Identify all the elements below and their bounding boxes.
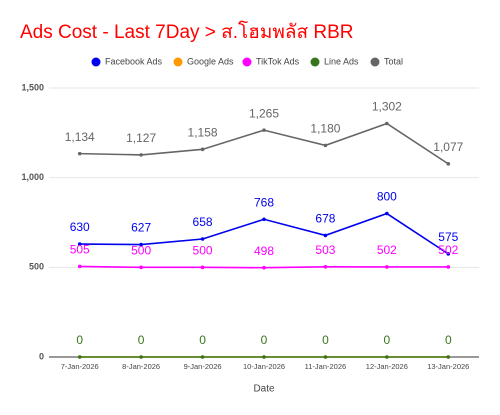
data-label: 1,158	[188, 126, 218, 140]
data-label: 505	[70, 243, 90, 257]
point	[77, 264, 82, 269]
y-tick-label: 500	[29, 262, 44, 272]
point	[139, 153, 143, 157]
data-label: 1,302	[372, 100, 402, 114]
data-label: 0	[76, 333, 83, 347]
point	[200, 147, 205, 152]
data-label: 800	[377, 190, 397, 204]
point	[139, 355, 143, 359]
chart-title: Ads Cost - Last 7Day > ส.โฮมพลัส RBR	[20, 20, 354, 43]
data-label: 575	[438, 230, 458, 244]
legend-label: Line Ads	[324, 56, 359, 66]
legend-marker	[91, 57, 101, 67]
legend-label: TikTok Ads	[256, 56, 300, 66]
data-label: 1,180	[310, 122, 340, 136]
point	[385, 355, 389, 359]
point	[200, 355, 205, 359]
data-label: 1,134	[65, 130, 95, 144]
point	[77, 242, 82, 246]
data-label: 0	[261, 333, 268, 347]
point	[262, 355, 266, 359]
point	[323, 233, 328, 238]
legend-label: Google Ads	[187, 56, 234, 66]
point	[385, 121, 389, 126]
data-label: 503	[315, 243, 335, 257]
point	[139, 242, 143, 247]
x-tick-label: 10-Jan-2026	[243, 362, 285, 371]
data-label: 0	[445, 333, 452, 347]
x-tick-label: 8-Jan-2026	[122, 362, 160, 371]
y-tick-label: 0	[39, 351, 44, 361]
point	[385, 265, 389, 269]
point	[77, 151, 82, 156]
legend-marker	[173, 57, 183, 67]
x-tick-label: 9-Jan-2026	[184, 362, 222, 371]
data-label: 0	[384, 333, 391, 347]
x-tick-label: 13-Jan-2026	[427, 362, 469, 371]
legend-label: Facebook Ads	[105, 56, 163, 66]
data-label: 1,077	[433, 140, 463, 154]
legend-marker	[310, 57, 320, 67]
point	[262, 265, 266, 270]
point	[200, 265, 205, 270]
y-tick-label: 1,000	[21, 172, 44, 182]
data-label: 500	[131, 244, 151, 258]
legend-marker	[242, 57, 252, 67]
point	[200, 237, 205, 241]
data-label: 658	[193, 215, 213, 229]
point	[77, 355, 82, 359]
point	[139, 265, 143, 270]
point	[262, 128, 266, 132]
data-label: 502	[438, 243, 458, 257]
point	[446, 252, 451, 256]
data-label: 768	[254, 195, 274, 209]
data-label: 678	[315, 212, 335, 226]
data-label: 630	[70, 220, 90, 234]
data-label: 502	[377, 243, 397, 257]
point	[262, 217, 266, 222]
x-tick-label: 12-Jan-2026	[366, 362, 408, 371]
data-label: 0	[199, 333, 206, 347]
x-axis-label: Date	[253, 384, 275, 395]
data-label: 498	[254, 244, 274, 258]
data-label: 0	[138, 333, 145, 347]
data-label: 0	[322, 333, 329, 347]
data-label: 1,127	[126, 131, 156, 145]
point	[446, 265, 451, 269]
data-label: 500	[193, 244, 213, 258]
point	[323, 355, 328, 359]
y-tick-label: 1,500	[21, 82, 44, 92]
data-label: 1,265	[249, 106, 279, 120]
point	[323, 143, 328, 148]
point	[385, 211, 389, 216]
x-tick-label: 11-Jan-2026	[305, 362, 347, 371]
point	[446, 162, 451, 166]
x-tick-label: 7-Jan-2026	[61, 362, 99, 371]
legend-marker	[370, 57, 380, 67]
data-label: 627	[131, 221, 151, 235]
point	[323, 264, 328, 269]
point	[446, 355, 451, 359]
legend-label: Total	[384, 56, 403, 66]
